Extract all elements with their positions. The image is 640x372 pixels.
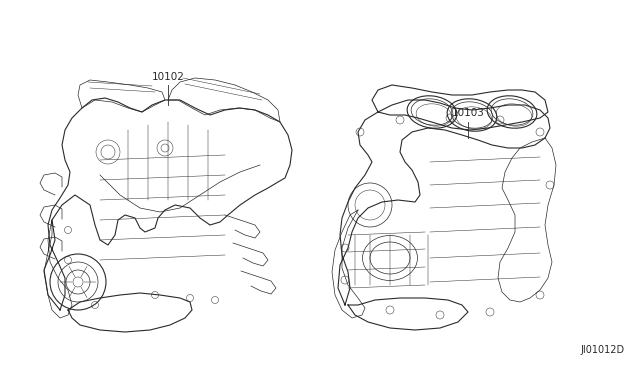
Text: JI01012D: JI01012D: [581, 345, 625, 355]
Text: 10103: 10103: [452, 108, 484, 118]
Text: 10102: 10102: [152, 72, 184, 82]
